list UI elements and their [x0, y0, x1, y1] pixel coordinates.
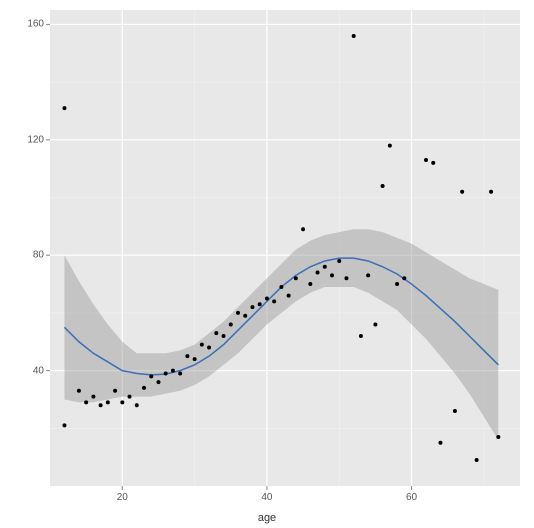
- x-tick-label: 60: [406, 486, 417, 503]
- y-tick-label: 80: [33, 250, 50, 261]
- x-tick-label: 20: [117, 486, 128, 503]
- plot-area: 2040604080120160: [50, 10, 520, 486]
- plot-svg: [50, 10, 520, 486]
- y-tick-label: 160: [27, 19, 50, 30]
- x-tick-label: 40: [261, 486, 272, 503]
- y-tick-label: 40: [33, 365, 50, 376]
- chart-container: total_reputation/person_months age 20406…: [0, 0, 534, 528]
- x-axis-label: age: [258, 512, 276, 524]
- y-tick-label: 120: [27, 134, 50, 145]
